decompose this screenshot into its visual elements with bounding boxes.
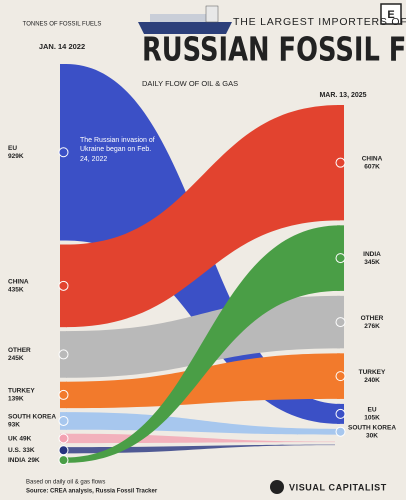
left-label: INDIA 29K bbox=[8, 457, 40, 464]
value-label: 30K bbox=[366, 432, 378, 439]
flag-icon bbox=[335, 371, 346, 382]
value-label: 29K bbox=[28, 457, 40, 464]
value-label: 345K bbox=[364, 259, 380, 266]
series-name: CHINA bbox=[8, 279, 29, 286]
series-name: U.S. bbox=[8, 447, 21, 454]
series-name: OTHER bbox=[361, 315, 384, 322]
flow-band bbox=[66, 353, 340, 409]
value-label: 435K bbox=[8, 287, 24, 294]
series-name: CHINA bbox=[362, 155, 383, 162]
flow-band bbox=[66, 295, 340, 378]
series-name: TURKEY bbox=[8, 388, 35, 395]
chart-title: RUSSIAN FOSSIL FUELS bbox=[142, 30, 406, 68]
title-top: THE LARGEST IMPORTERS OF bbox=[233, 16, 406, 28]
flow-band bbox=[66, 444, 335, 454]
right-date: MAR. 13, 2025 bbox=[319, 92, 366, 99]
series-name: SOUTH KOREA bbox=[348, 424, 396, 431]
value-label: 139K bbox=[8, 396, 24, 403]
flag-icon bbox=[58, 445, 69, 456]
series-name: TURKEY bbox=[359, 369, 386, 376]
value-label: 93K bbox=[8, 422, 20, 429]
flag-icon bbox=[58, 349, 69, 360]
value-label: 240K bbox=[364, 377, 380, 384]
footnote: Based on daily oil & gas flows bbox=[26, 480, 105, 486]
logo-box bbox=[380, 3, 402, 25]
flows bbox=[66, 64, 340, 463]
flag-icon bbox=[335, 408, 346, 419]
flag-icon bbox=[335, 317, 346, 328]
logo: E bbox=[387, 9, 394, 21]
left-date: JAN. 14 2022 bbox=[39, 42, 85, 51]
series-name: OTHER bbox=[8, 347, 31, 354]
labels: EU929KEU105KCHINA435KCHINA607KOTHER245KO… bbox=[8, 145, 396, 464]
series-name: INDIA bbox=[8, 457, 26, 464]
annotation-box: The Russian invasion of Ukraine began on… bbox=[80, 137, 155, 163]
publisher: VISUAL CAPITALIST bbox=[289, 482, 387, 492]
value-label: 607K bbox=[364, 163, 380, 170]
ship-illustration bbox=[138, 5, 232, 34]
flow-band bbox=[66, 412, 340, 435]
flag-icon bbox=[58, 433, 69, 444]
annotation: The Russian invasion of Ukraine began on… bbox=[80, 137, 155, 163]
bars bbox=[58, 64, 346, 466]
source: Source: CREA analysis, Russia Fossil Tra… bbox=[26, 489, 158, 495]
publisher-icon bbox=[270, 480, 284, 494]
flow-band bbox=[66, 105, 340, 328]
flag-icon bbox=[335, 253, 346, 264]
flag-icon bbox=[58, 147, 69, 158]
flag-icon bbox=[335, 426, 346, 437]
left-label: UK 49K bbox=[8, 435, 32, 442]
value-label: 245K bbox=[8, 355, 24, 362]
series-name: INDIA bbox=[363, 251, 381, 258]
series-name: EU bbox=[367, 407, 376, 414]
value-label: 33K bbox=[23, 447, 35, 454]
flag-icon bbox=[58, 389, 69, 400]
value-label: 105K bbox=[364, 415, 380, 422]
value-label: 276K bbox=[364, 323, 380, 330]
flag-icon bbox=[58, 280, 69, 291]
subtitle: DAILY FLOW OF OIL & GAS bbox=[142, 79, 238, 88]
flag-icon bbox=[58, 455, 69, 466]
series-name: UK bbox=[8, 435, 18, 442]
series-name: SOUTH KOREA bbox=[8, 414, 56, 421]
left-label: U.S. 33K bbox=[8, 447, 35, 454]
flow-band bbox=[66, 225, 340, 463]
left-unit: TONNES OF FOSSIL FUELS bbox=[23, 22, 102, 28]
flag-icon bbox=[58, 415, 69, 426]
value-label: 929K bbox=[8, 153, 24, 160]
series-name: EU bbox=[8, 145, 17, 152]
value-label: 49K bbox=[19, 435, 31, 442]
flag-icon bbox=[335, 157, 346, 168]
